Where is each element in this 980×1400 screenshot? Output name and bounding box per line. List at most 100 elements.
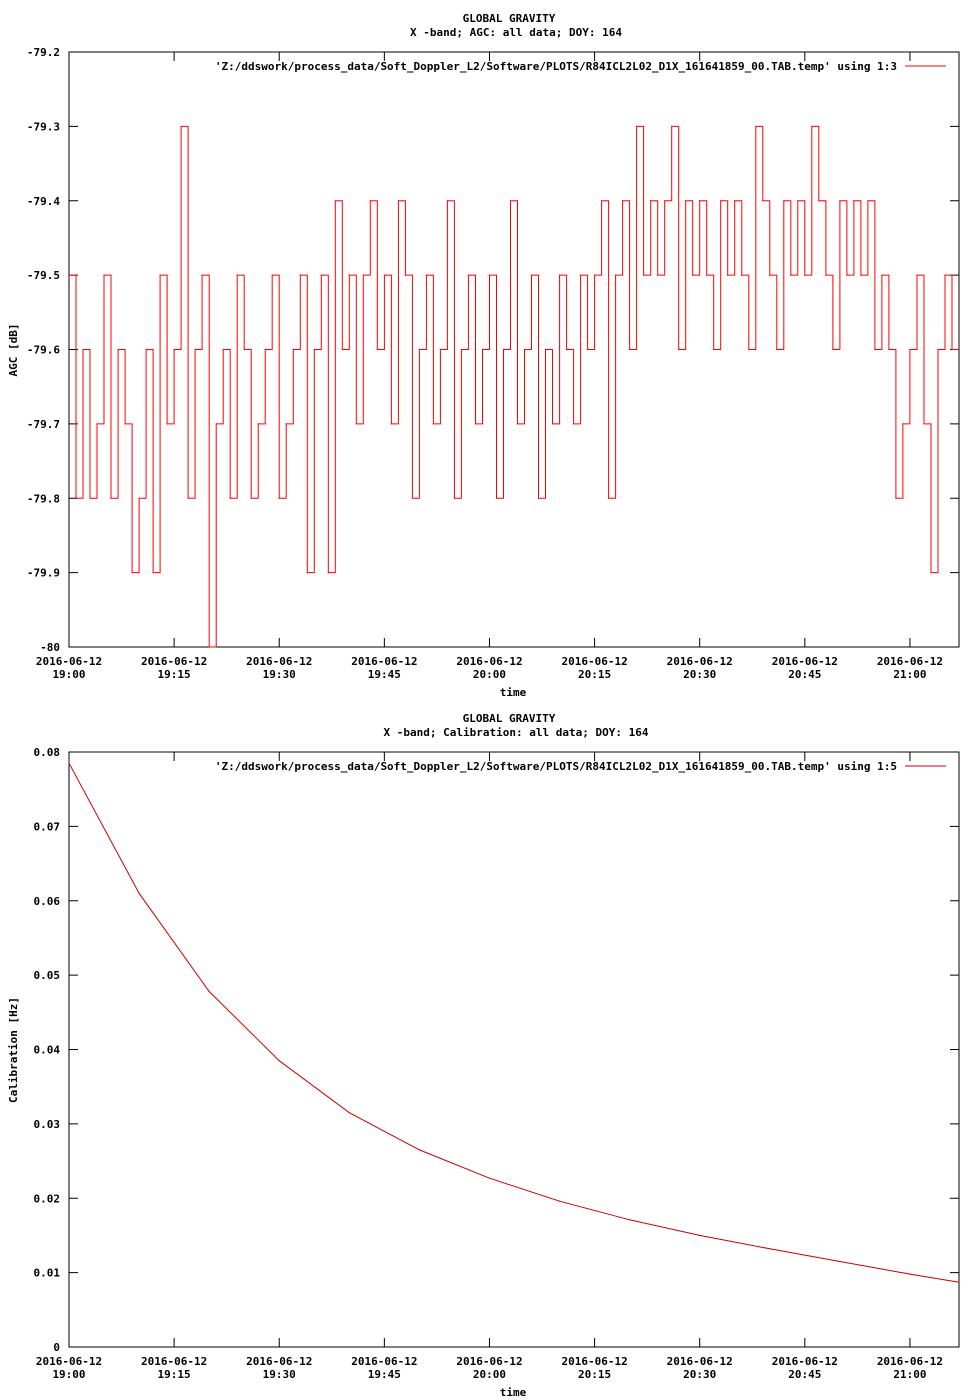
agc-series — [68, 125, 959, 648]
calibration-data-point — [958, 1281, 960, 1283]
agc-data-point — [902, 423, 904, 425]
agc-data-point — [166, 423, 168, 425]
agc-data-point — [685, 200, 687, 202]
agc-data-point — [425, 274, 427, 276]
agc-data-point — [657, 274, 659, 276]
agc-data-point — [355, 423, 357, 425]
agc-data-point — [89, 497, 91, 499]
agc-data-point — [937, 348, 939, 351]
agc-data-point — [82, 348, 84, 351]
agc-data-point — [874, 348, 876, 351]
agc-data-point — [159, 274, 161, 276]
agc-data-point — [699, 200, 701, 202]
agc-data-point — [432, 423, 434, 425]
agc-data-point — [580, 274, 582, 276]
agc-data-point — [930, 572, 932, 574]
agc-y-tick-label: -79.6 — [27, 344, 60, 357]
agc-data-point — [334, 200, 336, 202]
agc-y-tick-label: -79.7 — [27, 418, 60, 431]
agc-y-tick-label: -79.4 — [27, 195, 60, 208]
agc-data-point — [839, 200, 841, 202]
calibration-x-tick-time: 20:45 — [788, 1368, 821, 1381]
agc-x-tick-time: 20:45 — [788, 668, 821, 681]
agc-data-point — [131, 572, 133, 574]
calibration-data-point — [699, 1234, 701, 1236]
calibration-y-tick-label: 0.07 — [34, 820, 61, 833]
agc-data-point — [727, 274, 729, 276]
agc-data-point — [608, 497, 610, 499]
agc-data-point — [720, 200, 722, 202]
agc-data-point — [502, 348, 505, 351]
agc-data-point — [271, 274, 273, 276]
agc-x-tick-date: 2016-06-12 — [456, 655, 522, 668]
agc-x-tick-time: 19:30 — [263, 668, 296, 681]
agc-data-point — [537, 497, 540, 499]
agc-data-point — [278, 497, 280, 499]
agc-data-point — [643, 274, 645, 276]
agc-data-point — [243, 348, 245, 351]
agc-data-point — [867, 200, 869, 202]
agc-data-point — [110, 497, 112, 499]
agc-data-point — [755, 125, 757, 127]
agc-data-point — [446, 200, 448, 202]
agc-data-point — [923, 423, 925, 425]
agc-data-point — [264, 348, 266, 351]
agc-data-point — [783, 200, 785, 202]
calibration-legend: 'Z:/ddswork/process_data/Soft_Doppler_L2… — [215, 760, 946, 773]
agc-x-tick-time: 20:00 — [473, 668, 506, 681]
agc-x-tick-date: 2016-06-12 — [246, 655, 312, 668]
agc-data-point — [320, 274, 322, 276]
agc-data-point — [741, 274, 743, 276]
agc-data-point — [404, 274, 406, 276]
agc-data-point — [236, 274, 238, 276]
agc-data-point — [117, 348, 119, 351]
agc-data-point — [222, 348, 224, 351]
agc-data-point — [551, 423, 554, 425]
agc-data-point — [460, 348, 462, 351]
calibration-x-tick-time: 19:00 — [52, 1368, 85, 1381]
agc-y-tick-label: -79.3 — [27, 120, 60, 133]
agc-y-axis-label: AGC [dB] — [7, 324, 20, 377]
calibration-x-tick-date: 2016-06-12 — [141, 1355, 207, 1368]
agc-data-point — [881, 274, 883, 276]
calibration-x-tick-date: 2016-06-12 — [456, 1355, 522, 1368]
calibration-y-axis: 0.08 0.07 0.06 0.05 0.04 0.03 0.02 0.01 0 — [34, 746, 959, 1354]
agc-data-point — [306, 572, 308, 574]
agc-data-point — [601, 200, 603, 202]
calibration-y-tick-label: 0.02 — [34, 1192, 61, 1205]
agc-data-point — [888, 348, 890, 351]
agc-data-point — [390, 423, 392, 425]
agc-data-point — [453, 497, 455, 499]
agc-data-point — [467, 274, 469, 276]
agc-data-point — [678, 348, 680, 351]
agc-data-point — [348, 274, 350, 276]
agc-data-point — [285, 423, 287, 425]
agc-data-point — [362, 274, 364, 276]
agc-data-point — [215, 423, 217, 425]
agc-data-point — [797, 200, 799, 202]
agc-data-point — [495, 497, 498, 499]
agc-data-point — [587, 348, 589, 351]
agc-data-point — [566, 348, 568, 351]
agc-data-point — [397, 200, 399, 202]
agc-data-point — [853, 200, 855, 202]
agc-data-point — [713, 348, 715, 351]
calibration-legend-label: 'Z:/ddswork/process_data/Soft_Doppler_L2… — [215, 760, 897, 773]
agc-data-point — [811, 125, 813, 127]
calibration-x-tick-time: 19:15 — [158, 1368, 191, 1381]
agc-data-point — [124, 423, 126, 425]
agc-y-tick-label: -79.2 — [27, 46, 60, 59]
agc-data-point — [341, 348, 343, 351]
agc-data-point — [734, 200, 736, 202]
agc-data-point — [145, 348, 147, 351]
agc-x-tick-date: 2016-06-12 — [561, 655, 627, 668]
calibration-y-tick-label: 0.08 — [34, 746, 61, 759]
agc-data-point — [804, 274, 806, 276]
agc-y-tick-label: -79.9 — [27, 567, 60, 580]
agc-data-point — [776, 348, 778, 351]
agc-data-point — [327, 572, 329, 574]
calibration-chart-title: GLOBAL GRAVITY — [463, 712, 556, 725]
agc-x-tick-time: 21:00 — [893, 668, 926, 681]
calibration-x-tick-time: 20:00 — [473, 1368, 506, 1381]
calibration-x-tick-time: 19:45 — [368, 1368, 401, 1381]
